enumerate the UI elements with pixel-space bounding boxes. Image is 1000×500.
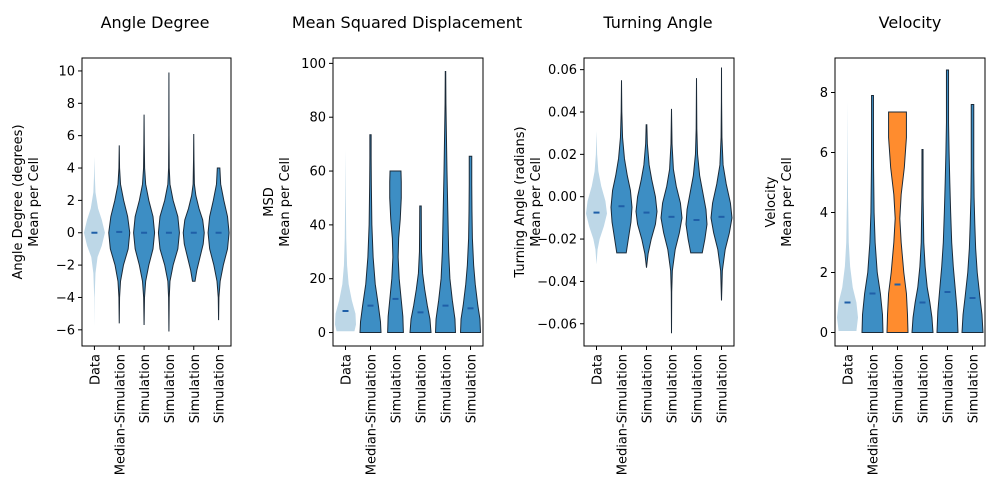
y-tick-label: 0 bbox=[318, 326, 326, 341]
y-tick-label: −0.06 bbox=[537, 317, 577, 332]
y-axis-label: Velocity bbox=[764, 176, 779, 227]
y-tick-label: −6 bbox=[56, 323, 75, 338]
violin-2 bbox=[108, 145, 131, 324]
violin-4 bbox=[157, 72, 180, 332]
y-tick-label: −2 bbox=[56, 259, 75, 274]
axes-frame bbox=[81, 57, 232, 347]
y-axis-label: Mean per Cell bbox=[27, 157, 42, 247]
y-tick-label: 10 bbox=[58, 64, 75, 79]
violin-2 bbox=[861, 95, 884, 333]
violin-5 bbox=[936, 69, 959, 333]
x-tick-label: Simulation bbox=[641, 354, 656, 423]
y-tick-label: 60 bbox=[309, 165, 326, 180]
x-tick-label: Simulation bbox=[163, 354, 178, 423]
violin-2 bbox=[359, 134, 382, 334]
x-tick-label: Simulation bbox=[691, 354, 706, 423]
y-tick-label: 0 bbox=[67, 226, 75, 241]
subplot-title: Angle Degree bbox=[101, 13, 210, 32]
subplot-1: Angle Degree −6 −4 −2 0 2 4 6 8 10 Data Median-Simu… bbox=[11, 13, 232, 475]
x-tick-label: Simulation bbox=[666, 354, 681, 423]
x-tick-label: Simulation bbox=[716, 354, 731, 423]
subplot-2: Mean Squared Displacement 0 20 40 60 80 100 Dat… bbox=[262, 13, 522, 475]
subplot-3: Turning Angle −0.06 −0.04 −0.02 0.00 0.02 0.04… bbox=[513, 13, 735, 475]
violin-4 bbox=[660, 108, 683, 334]
violin-1 bbox=[586, 131, 607, 265]
y-axis-label: Mean per Cell bbox=[529, 157, 544, 247]
violin-5 bbox=[685, 78, 708, 254]
x-tick-label: Simulation bbox=[440, 354, 455, 423]
y-tick-label: −0.02 bbox=[537, 233, 577, 248]
x-tick-label: Data bbox=[340, 354, 355, 385]
violin-5 bbox=[182, 134, 205, 282]
y-tick-label: 4 bbox=[67, 162, 75, 177]
subplot-title: Velocity bbox=[879, 13, 942, 32]
y-axis-label: Mean per Cell bbox=[278, 157, 293, 247]
y-tick-label: 2 bbox=[820, 266, 828, 281]
y-tick-label: 8 bbox=[820, 86, 828, 101]
x-tick-label: Median-Simulation bbox=[616, 354, 631, 475]
violin-1 bbox=[83, 156, 105, 327]
y-tick-label: 100 bbox=[301, 57, 326, 72]
violin-1 bbox=[837, 100, 858, 331]
x-tick-label: Median-Simulation bbox=[113, 354, 128, 475]
y-tick-label: 6 bbox=[820, 146, 828, 161]
y-axis-label: Mean per Cell bbox=[780, 157, 795, 247]
y-tick-label: 8 bbox=[67, 97, 75, 112]
y-axis-label: MSD bbox=[262, 187, 277, 216]
y-tick-label: 4 bbox=[820, 206, 828, 221]
x-tick-label: Simulation bbox=[188, 354, 203, 423]
y-tick-label: 0.06 bbox=[548, 63, 577, 78]
x-tick-label: Simulation bbox=[917, 354, 932, 423]
x-tick-label: Simulation bbox=[415, 354, 430, 423]
y-tick-label: 0.00 bbox=[548, 190, 577, 205]
y-tick-label: 0.04 bbox=[548, 106, 577, 121]
violin-4 bbox=[409, 205, 432, 334]
x-tick-label: Median-Simulation bbox=[867, 354, 882, 475]
violin-3 bbox=[886, 111, 909, 333]
y-tick-label: 2 bbox=[67, 194, 75, 209]
subplot-title: Mean Squared Displacement bbox=[292, 13, 522, 32]
y-tick-label: 6 bbox=[67, 129, 75, 144]
x-tick-label: Data bbox=[88, 354, 103, 385]
violin-5 bbox=[434, 70, 457, 334]
x-tick-label: Data bbox=[842, 354, 857, 385]
x-tick-label: Simulation bbox=[213, 354, 228, 423]
violin-6 bbox=[207, 167, 230, 321]
violin-4 bbox=[911, 149, 934, 333]
x-tick-label: Simulation bbox=[967, 354, 982, 423]
violin-3 bbox=[635, 124, 658, 268]
y-tick-label: 80 bbox=[309, 111, 326, 126]
x-tick-label: Median-Simulation bbox=[365, 354, 380, 475]
x-tick-label: Data bbox=[591, 354, 606, 385]
subplot-title: Turning Angle bbox=[602, 13, 712, 32]
violin-1 bbox=[335, 149, 356, 332]
axes-frame bbox=[332, 57, 484, 347]
x-tick-label: Simulation bbox=[892, 354, 907, 423]
violin-2 bbox=[610, 80, 633, 254]
x-tick-label: Simulation bbox=[390, 354, 405, 423]
violin-6 bbox=[459, 155, 482, 334]
violin-6 bbox=[710, 67, 733, 301]
x-tick-label: Simulation bbox=[465, 354, 480, 423]
axes-frame bbox=[583, 57, 735, 347]
violin-6 bbox=[961, 104, 984, 333]
y-tick-label: 0.02 bbox=[548, 148, 577, 163]
y-axis-label: Turning Angle (radians) bbox=[513, 126, 528, 278]
violin-3 bbox=[133, 114, 156, 325]
axes-frame bbox=[834, 57, 986, 347]
y-tick-label: −4 bbox=[56, 291, 75, 306]
x-tick-label: Simulation bbox=[942, 354, 957, 423]
y-tick-label: 0 bbox=[820, 326, 828, 341]
subplot-4: Velocity 0 2 4 6 8 Data Median-Simulation Simula… bbox=[764, 13, 986, 475]
y-axis-label: Angle Degree (degrees) bbox=[11, 124, 26, 279]
x-tick-label: Simulation bbox=[138, 354, 153, 423]
y-tick-label: 40 bbox=[309, 218, 326, 233]
y-tick-label: 20 bbox=[309, 272, 326, 287]
violin-3 bbox=[387, 170, 404, 334]
y-tick-label: −0.04 bbox=[537, 275, 577, 290]
